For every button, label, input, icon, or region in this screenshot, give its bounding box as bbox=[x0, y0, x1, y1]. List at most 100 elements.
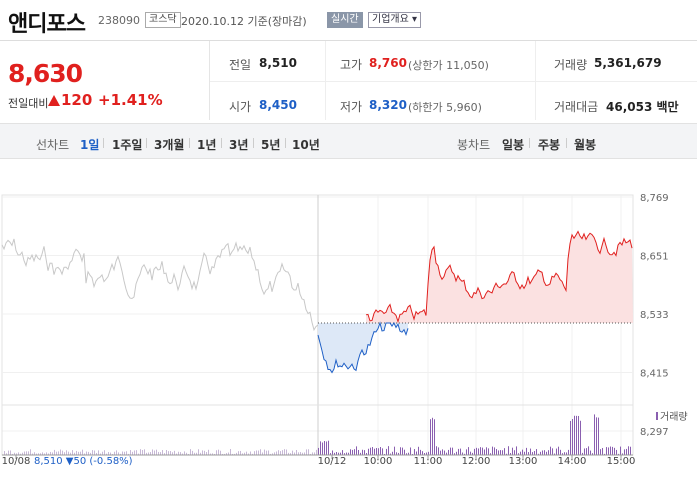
volume-bar bbox=[14, 452, 15, 455]
volume-bar bbox=[46, 452, 47, 455]
volume-bar bbox=[256, 450, 257, 455]
volume-bar bbox=[206, 452, 207, 455]
tab-1y[interactable]: 1년 bbox=[197, 138, 217, 152]
volume-bar bbox=[440, 450, 441, 455]
x-tick-label: 10/12 bbox=[318, 456, 347, 467]
tab-10y[interactable]: 10년 bbox=[292, 138, 320, 152]
price-chart[interactable]: 8,769 8,651 8,533 8,415 8,297 거래량 10/08 10/12… bbox=[0, 160, 697, 478]
volume-bar bbox=[38, 453, 39, 455]
header-divider bbox=[0, 40, 697, 41]
prev-close-value: 8,510 bbox=[259, 56, 297, 70]
volume-bar bbox=[58, 451, 59, 455]
volume-bar bbox=[490, 453, 491, 455]
volume-bar bbox=[582, 452, 583, 455]
volume-bar bbox=[18, 452, 19, 455]
volume-bar bbox=[274, 452, 275, 455]
volume-bar bbox=[142, 450, 143, 455]
volume-bar bbox=[422, 451, 423, 455]
volume-bar bbox=[182, 453, 183, 455]
volume-bar bbox=[116, 450, 117, 455]
current-price: 8,630 bbox=[8, 59, 83, 88]
volume-bar bbox=[218, 449, 219, 455]
volume-bar bbox=[72, 450, 73, 455]
volume-bar bbox=[146, 452, 147, 455]
volume-bar bbox=[398, 452, 399, 455]
volume-bar bbox=[424, 453, 425, 455]
corp-overview-button[interactable]: 기업개요 ▾ bbox=[368, 12, 422, 28]
x-tick-label: 10:00 bbox=[364, 456, 393, 467]
volume-bar bbox=[210, 453, 211, 455]
volume-bar bbox=[114, 451, 115, 455]
volume-bar bbox=[392, 451, 393, 455]
volume-bar bbox=[316, 449, 317, 455]
volume-bar bbox=[590, 450, 591, 455]
volume-bar bbox=[448, 449, 449, 455]
volume-bar bbox=[282, 450, 283, 455]
volume-bar bbox=[48, 453, 49, 455]
volume-bar bbox=[416, 451, 417, 455]
volume-bar bbox=[92, 450, 93, 455]
volume-bar bbox=[296, 450, 297, 455]
amount-label: 거래대금 bbox=[554, 100, 599, 114]
volume-bar bbox=[628, 446, 629, 455]
volume-bar bbox=[544, 450, 545, 455]
volume-bar bbox=[172, 452, 173, 455]
volume-bar bbox=[560, 449, 561, 455]
volume-bar bbox=[366, 453, 367, 455]
tab-separator bbox=[253, 138, 254, 148]
volume-bar bbox=[302, 452, 303, 455]
price-line-up bbox=[365, 230, 633, 324]
volume-bar bbox=[476, 447, 477, 455]
tab-daily-candle[interactable]: 일봉 bbox=[502, 138, 525, 152]
volume-bar bbox=[414, 449, 415, 455]
tab-5y[interactable]: 5년 bbox=[261, 138, 281, 152]
volume-bar bbox=[452, 447, 453, 455]
y-tick-label: 8,415 bbox=[640, 369, 669, 380]
volume-bar bbox=[278, 450, 279, 455]
volume-bar bbox=[390, 453, 391, 455]
volume-bar bbox=[234, 453, 235, 455]
volume-bar bbox=[66, 450, 67, 455]
x-tick-label: 10/08 bbox=[2, 456, 31, 467]
high-value: 8,760 bbox=[369, 56, 407, 70]
change-amount: 120 bbox=[61, 91, 93, 109]
volume-bar bbox=[326, 441, 327, 455]
realtime-button[interactable]: 실시간 bbox=[327, 12, 363, 28]
tab-1d[interactable]: 1일 bbox=[80, 138, 100, 152]
volume-bar bbox=[348, 452, 349, 455]
x-tick-label: 13:00 bbox=[509, 456, 538, 467]
high-label: 고가 bbox=[340, 58, 363, 72]
volume-bar bbox=[344, 453, 345, 455]
volume-bar bbox=[500, 450, 501, 455]
volume-bar bbox=[56, 451, 57, 455]
tab-monthly-candle[interactable]: 월봉 bbox=[574, 138, 597, 152]
volume-bar bbox=[478, 448, 479, 455]
info-col-divider bbox=[535, 41, 536, 120]
tab-3y[interactable]: 3년 bbox=[229, 138, 249, 152]
y-axis-labels: 8,769 8,651 8,533 8,415 8,297 bbox=[640, 193, 669, 438]
volume-bar bbox=[360, 452, 361, 455]
volume-bar bbox=[332, 450, 333, 455]
volume-bar bbox=[32, 453, 33, 455]
tab-weekly-candle[interactable]: 주봉 bbox=[538, 138, 561, 152]
volume-bar bbox=[368, 448, 369, 455]
volume-bar bbox=[370, 447, 371, 455]
volume-bar bbox=[124, 451, 125, 455]
volume-bar bbox=[586, 448, 587, 455]
volume-bar bbox=[464, 453, 465, 455]
volume-bar bbox=[246, 451, 247, 455]
tab-1w[interactable]: 1주일 bbox=[112, 138, 143, 152]
tab-3m[interactable]: 3개월 bbox=[154, 138, 185, 152]
volume-bar bbox=[372, 447, 373, 455]
volume-bar bbox=[52, 452, 53, 455]
volume-bar bbox=[110, 452, 111, 455]
volume-bar bbox=[554, 453, 555, 455]
tab-separator bbox=[566, 138, 567, 148]
volume-bar bbox=[430, 419, 431, 455]
volume-bar bbox=[6, 453, 7, 455]
volume-bar bbox=[178, 451, 179, 455]
volume-bar bbox=[270, 453, 271, 455]
volume-bar bbox=[154, 450, 155, 455]
volume-bar bbox=[152, 449, 153, 455]
volume-bar bbox=[64, 452, 65, 455]
